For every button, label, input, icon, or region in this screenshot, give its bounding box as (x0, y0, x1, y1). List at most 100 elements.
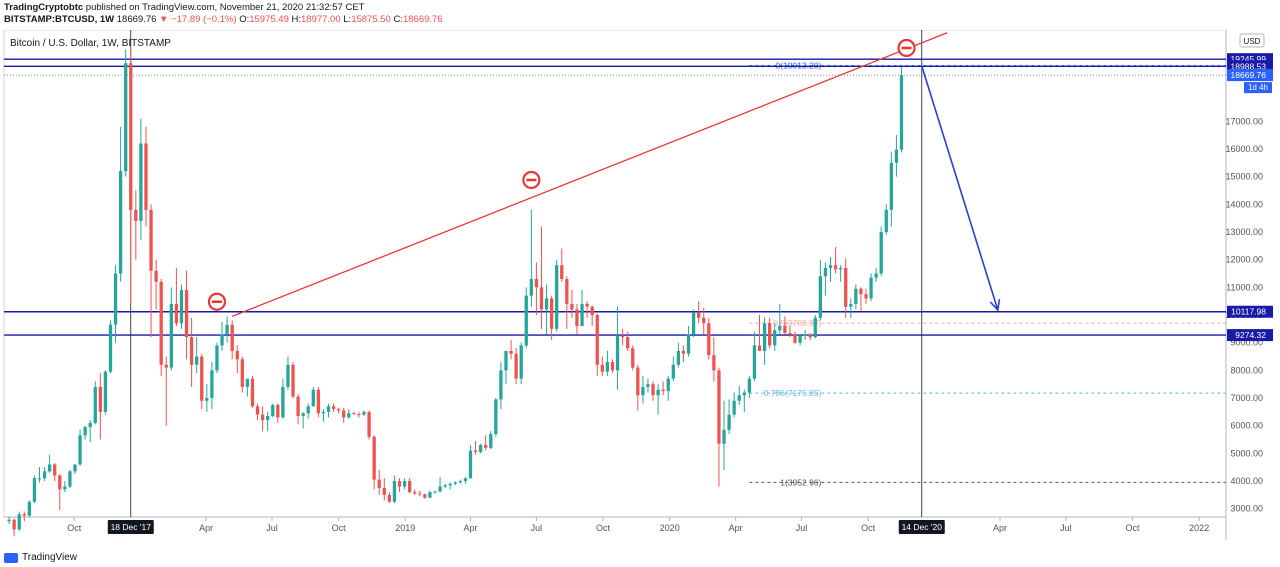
price-change: ▼ −17.89 (−0.1%) (159, 14, 237, 25)
brand-name: TradingView (22, 552, 78, 563)
candle-body (164, 364, 168, 368)
candle-body (727, 414, 731, 430)
candle-body (352, 413, 356, 415)
candle-body (149, 209, 153, 271)
candle-body (32, 478, 37, 502)
candle-body (326, 406, 331, 412)
date-marker-badge (107, 520, 154, 534)
candle-body (195, 356, 199, 365)
candle-body (590, 306, 594, 316)
candle-body (478, 445, 483, 452)
high-label: H: (291, 14, 302, 25)
candle-body (316, 389, 321, 414)
publish-date: published on TradingView.com, November 2… (83, 2, 365, 13)
candle-body (519, 345, 523, 379)
candle-body (200, 356, 204, 401)
candle-body (504, 350, 508, 371)
candle-body (17, 514, 21, 530)
countdown-badge (1244, 82, 1272, 94)
candle-body (828, 265, 833, 268)
candle-body (585, 303, 589, 307)
stop-sign-icon[interactable] (207, 292, 227, 311)
price-level-badge (1227, 305, 1273, 318)
candle-body (889, 162, 893, 210)
candle-body (468, 450, 473, 479)
candle-body (225, 324, 229, 335)
candle-body (250, 378, 255, 407)
candle-body (833, 265, 838, 270)
candle-body (808, 334, 812, 338)
candle-body (281, 386, 285, 418)
candle-body (864, 294, 868, 299)
candle-body (22, 514, 26, 516)
candle-body (58, 475, 62, 490)
resistance-trendline[interactable] (231, 32, 948, 317)
candle-body (372, 436, 376, 480)
price-tick-label: 14000.00 (1225, 199, 1263, 209)
candle-body (139, 143, 143, 221)
candle-body (154, 270, 158, 282)
candle-body (458, 481, 462, 483)
candle-body (342, 410, 346, 418)
candle-body (849, 303, 853, 307)
candle-body (210, 370, 214, 399)
candle-body (362, 411, 366, 415)
fib-level-label: 1(3952.96) (780, 477, 821, 487)
candle-body (899, 75, 904, 150)
drawings[interactable] (207, 32, 1001, 317)
candle-body (732, 400, 736, 415)
candle-body (722, 429, 726, 444)
symbol-label: BITSTAMP:BTCUSD, 1W (4, 14, 115, 25)
candle-body (509, 350, 513, 354)
horizontal-levels[interactable] (4, 58, 1226, 336)
stop-sign-icon[interactable] (897, 38, 916, 58)
stop-sign-icon[interactable] (522, 170, 541, 190)
candle-body (7, 519, 11, 522)
currency-badge[interactable] (1239, 33, 1265, 48)
candle-body (331, 406, 336, 410)
candle-body (387, 494, 392, 502)
time-tick-label: Jul (1060, 523, 1072, 533)
fib-level-label: 0.786(7175.85) (764, 388, 822, 398)
time-tick-label: Jul (531, 523, 543, 533)
candle-series (7, 47, 904, 537)
candle-body (98, 386, 102, 412)
date-marker-badge (898, 520, 945, 534)
candle-body (717, 370, 721, 444)
candle-body (453, 482, 457, 484)
candle-body (697, 312, 701, 318)
candle-body (884, 209, 888, 232)
candle-body (357, 414, 361, 416)
author-name[interactable]: TradingCryptobtc (4, 2, 84, 13)
candle-body (788, 332, 792, 335)
plot-area[interactable] (3, 30, 1227, 518)
candle-body (53, 464, 57, 476)
candle-body (762, 323, 767, 351)
candle-body (240, 359, 244, 387)
candle-body (407, 481, 412, 493)
candle-body (823, 267, 828, 277)
candle-body (260, 414, 265, 421)
candle-body (306, 406, 310, 414)
candle-body (271, 404, 275, 417)
candle-body (220, 334, 224, 346)
price-level-badge (1227, 329, 1273, 342)
time-tick-label: 2019 (395, 523, 415, 533)
price-tick-label: 15000.00 (1225, 172, 1263, 182)
candle-body (124, 63, 128, 172)
time-axis[interactable]: Oct Apr Jul Oct 2019 Apr Jul Oct 2020 Apr Jul Oct Ap… (67, 517, 1209, 534)
candle-body (78, 435, 82, 465)
last-price-badge (1227, 69, 1273, 82)
candle-body (783, 326, 787, 333)
price-chart[interactable]: 0(19013.20)0.5(9706.97)0.786(7175.85)1(3… (0, 30, 1280, 540)
candle-body (174, 303, 179, 324)
price-axis[interactable]: 3000.00 4000.00 5000.00 6000.00 7000.00 8000.… (1225, 53, 1273, 514)
candle-body (874, 273, 878, 278)
candle-body (707, 323, 711, 356)
forecast-arrow-line[interactable] (921, 65, 999, 311)
candle-body (144, 143, 148, 210)
candle-body (93, 386, 97, 423)
candle-body (600, 364, 604, 372)
candle-body (575, 309, 579, 327)
time-tick-label: Oct (67, 523, 82, 533)
